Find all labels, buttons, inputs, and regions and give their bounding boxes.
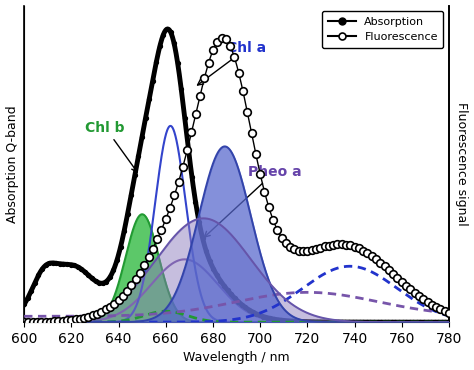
Legend: Absorption, Fluorescence: Absorption, Fluorescence	[322, 11, 444, 48]
Text: Chl a: Chl a	[198, 41, 266, 85]
Y-axis label: Fluorescence signal: Fluorescence signal	[456, 102, 468, 226]
Y-axis label: Absorption Q-band: Absorption Q-band	[6, 105, 18, 223]
Text: Pheo a: Pheo a	[204, 165, 302, 237]
Text: Chl b: Chl b	[85, 121, 137, 172]
X-axis label: Wavelength / nm: Wavelength / nm	[183, 352, 290, 364]
